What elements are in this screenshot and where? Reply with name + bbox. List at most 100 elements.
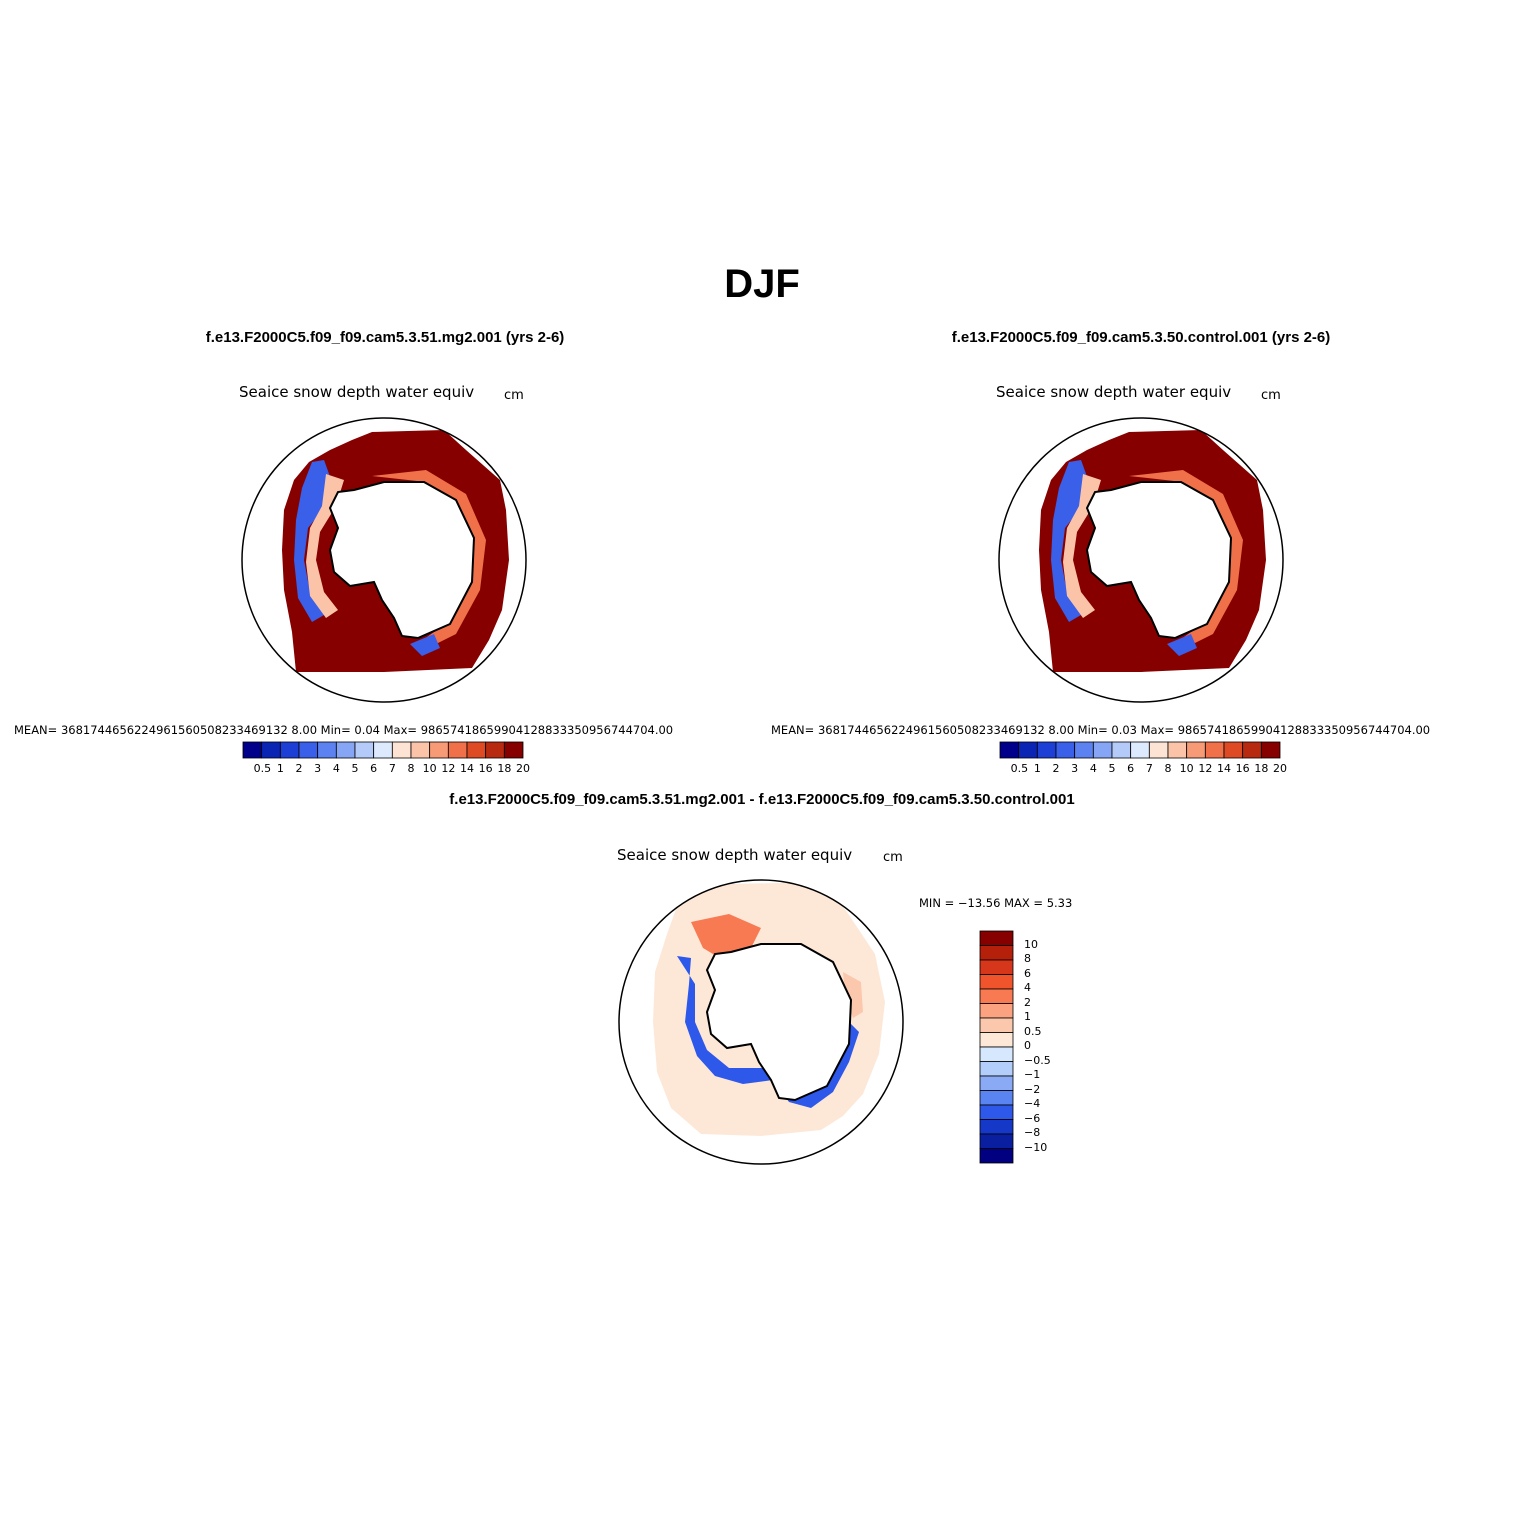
left-case-title: f.e13.F2000C5.f09_f09.cam5.3.51.mg2.001 … — [205, 329, 565, 346]
diff-neg-anomaly — [677, 956, 859, 1108]
diff-colorbar-tick-label: −1 — [1024, 1068, 1041, 1081]
left-colorbar-box — [447, 741, 468, 759]
diff-polar-map — [618, 879, 904, 1165]
right-polar-map — [998, 417, 1284, 703]
left-colorbar-box — [335, 741, 356, 759]
diff-colorbar-box — [979, 1032, 1014, 1048]
diff-colorbar-tick-label: −4 — [1024, 1097, 1041, 1110]
diff-colorbar-box — [979, 930, 1014, 946]
right-colorbar-box — [1055, 741, 1076, 759]
diff-minmax: MIN = −13.56 MAX = 5.33 — [919, 896, 1073, 910]
left-colorbar — [242, 741, 524, 759]
right-stats: MEAN= 3681744656224961560508233469132 8.… — [771, 723, 1431, 737]
diff-colorbar-box — [979, 1148, 1014, 1164]
left-colorbar-tick-label: 5 — [351, 762, 359, 775]
diff-colorbar-tick-label: −0.5 — [1024, 1053, 1051, 1067]
left-colorbar-tick-label: 1 — [276, 762, 284, 775]
left-colorbar-tick-label: 10 — [422, 762, 437, 775]
right-colorbar-tick-label: 0.5 — [1010, 762, 1029, 775]
right-colorbar-tick-label: 20 — [1273, 762, 1287, 775]
diff-colorbar-box — [979, 1046, 1014, 1062]
left-colorbar-tick-label: 2 — [295, 762, 303, 775]
left-colorbar-labels: 0.5 1 2 3 4 5 6 7 8 10 12 14 16 18 20 — [242, 762, 542, 776]
left-units: cm — [504, 388, 524, 403]
diff-colorbar-box — [979, 1133, 1014, 1149]
diff-colorbar-tick-label: 0.5 — [1024, 1024, 1042, 1038]
diff-colorbar — [979, 930, 1014, 1164]
right-colorbar-tick-label: 8 — [1164, 762, 1172, 775]
left-variable-title: Seaice snow depth water equiv — [239, 383, 475, 401]
right-antarctica — [1085, 481, 1233, 640]
left-colorbar-tick-label: 3 — [314, 762, 322, 775]
diff-colorbar-tick-label: −2 — [1024, 1082, 1041, 1096]
left-ice-patch-blue — [410, 634, 440, 656]
right-colorbar-box — [1111, 741, 1132, 759]
left-colorbar-box — [410, 741, 431, 759]
diff-colorbar-tick-label: 6 — [1024, 966, 1031, 980]
right-colorbar-tick-label: 16 — [1235, 762, 1250, 775]
right-colorbar-box — [1092, 741, 1113, 759]
right-units: cm — [1261, 388, 1281, 403]
left-colorbar-tick-label: 6 — [370, 762, 378, 775]
right-colorbar-labels: 0.5 1 2 3 4 5 6 7 8 10 12 14 16 18 20 — [999, 762, 1299, 776]
left-colorbar-tick-label: 4 — [332, 762, 340, 775]
figure-title: DJF — [724, 262, 800, 306]
left-colorbar-box — [466, 741, 487, 759]
diff-colorbar-box — [979, 959, 1014, 975]
left-colorbar-tick-label: 7 — [388, 762, 396, 775]
diff-colorbar-tick-label: 4 — [1024, 981, 1031, 994]
diff-antarctica — [705, 943, 853, 1102]
diff-colorbar-tick-label: −6 — [1024, 1111, 1041, 1125]
right-colorbar-tick-label: 4 — [1089, 762, 1097, 775]
right-colorbar-box — [1167, 741, 1188, 759]
right-colorbar-tick-label: 3 — [1071, 762, 1079, 775]
right-colorbar-box — [1074, 741, 1094, 759]
diff-colorbar-tick-label: −8 — [1024, 1126, 1041, 1139]
diff-colorbar-tick-label: −10 — [1024, 1140, 1048, 1154]
diff-colorbar-box — [979, 1003, 1014, 1019]
left-colorbar-box — [261, 741, 281, 759]
diff-colorbar-tick-label: 8 — [1024, 952, 1031, 965]
right-ice-band-blue — [1051, 460, 1089, 622]
left-antarctica — [328, 481, 476, 640]
diff-case-title: f.e13.F2000C5.f09_f09.cam5.3.51.mg2.001 … — [449, 791, 1075, 808]
left-stats: MEAN= 3681744656224961560508233469132 8.… — [14, 723, 674, 737]
right-colorbar — [999, 741, 1281, 759]
diff-colorbar-box — [979, 1061, 1014, 1077]
left-colorbar-tick-label: 18 — [497, 762, 512, 775]
right-variable-title: Seaice snow depth water equiv — [996, 383, 1232, 401]
diff-colorbar-tick-label: 0 — [1024, 1039, 1031, 1052]
left-ice-band-blue — [294, 460, 332, 622]
left-polar-map — [241, 417, 527, 703]
right-colorbar-tick-label: 5 — [1108, 762, 1116, 775]
diff-colorbar-tick-label: 2 — [1024, 995, 1031, 1009]
diff-colorbar-box — [979, 1090, 1014, 1106]
right-ice-patch-blue — [1167, 634, 1197, 656]
left-colorbar-tick-label: 8 — [407, 762, 415, 775]
diff-colorbar-tick-label: 1 — [1024, 1010, 1031, 1023]
diff-colorbar-box — [979, 1104, 1014, 1120]
diff-pos-anomaly-2 — [843, 972, 863, 1018]
right-colorbar-tick-label: 7 — [1145, 762, 1153, 775]
left-colorbar-tick-label: 0.5 — [253, 762, 272, 775]
diff-colorbar-tick-label: 10 — [1024, 937, 1038, 951]
left-colorbar-box — [391, 741, 412, 759]
left-colorbar-box — [373, 741, 393, 759]
left-colorbar-box — [298, 741, 319, 759]
right-colorbar-box — [1204, 741, 1225, 759]
left-colorbar-box — [503, 741, 524, 759]
right-colorbar-box — [1036, 741, 1057, 759]
left-ice-band-pale — [306, 474, 344, 618]
left-colorbar-box — [485, 741, 505, 759]
left-colorbar-tick-label: 12 — [441, 762, 456, 775]
right-colorbar-box — [1130, 741, 1150, 759]
right-case-title: f.e13.F2000C5.f09_f09.cam5.3.50.control.… — [951, 329, 1331, 346]
diff-colorbar-box — [979, 945, 1014, 961]
left-colorbar-tick-label: 14 — [460, 762, 474, 775]
left-colorbar-box — [317, 741, 337, 759]
left-colorbar-box — [354, 741, 375, 759]
diff-colorbar-box — [979, 974, 1014, 990]
diff-colorbar-box — [979, 1119, 1014, 1135]
diff-colorbar-box — [979, 1075, 1014, 1091]
